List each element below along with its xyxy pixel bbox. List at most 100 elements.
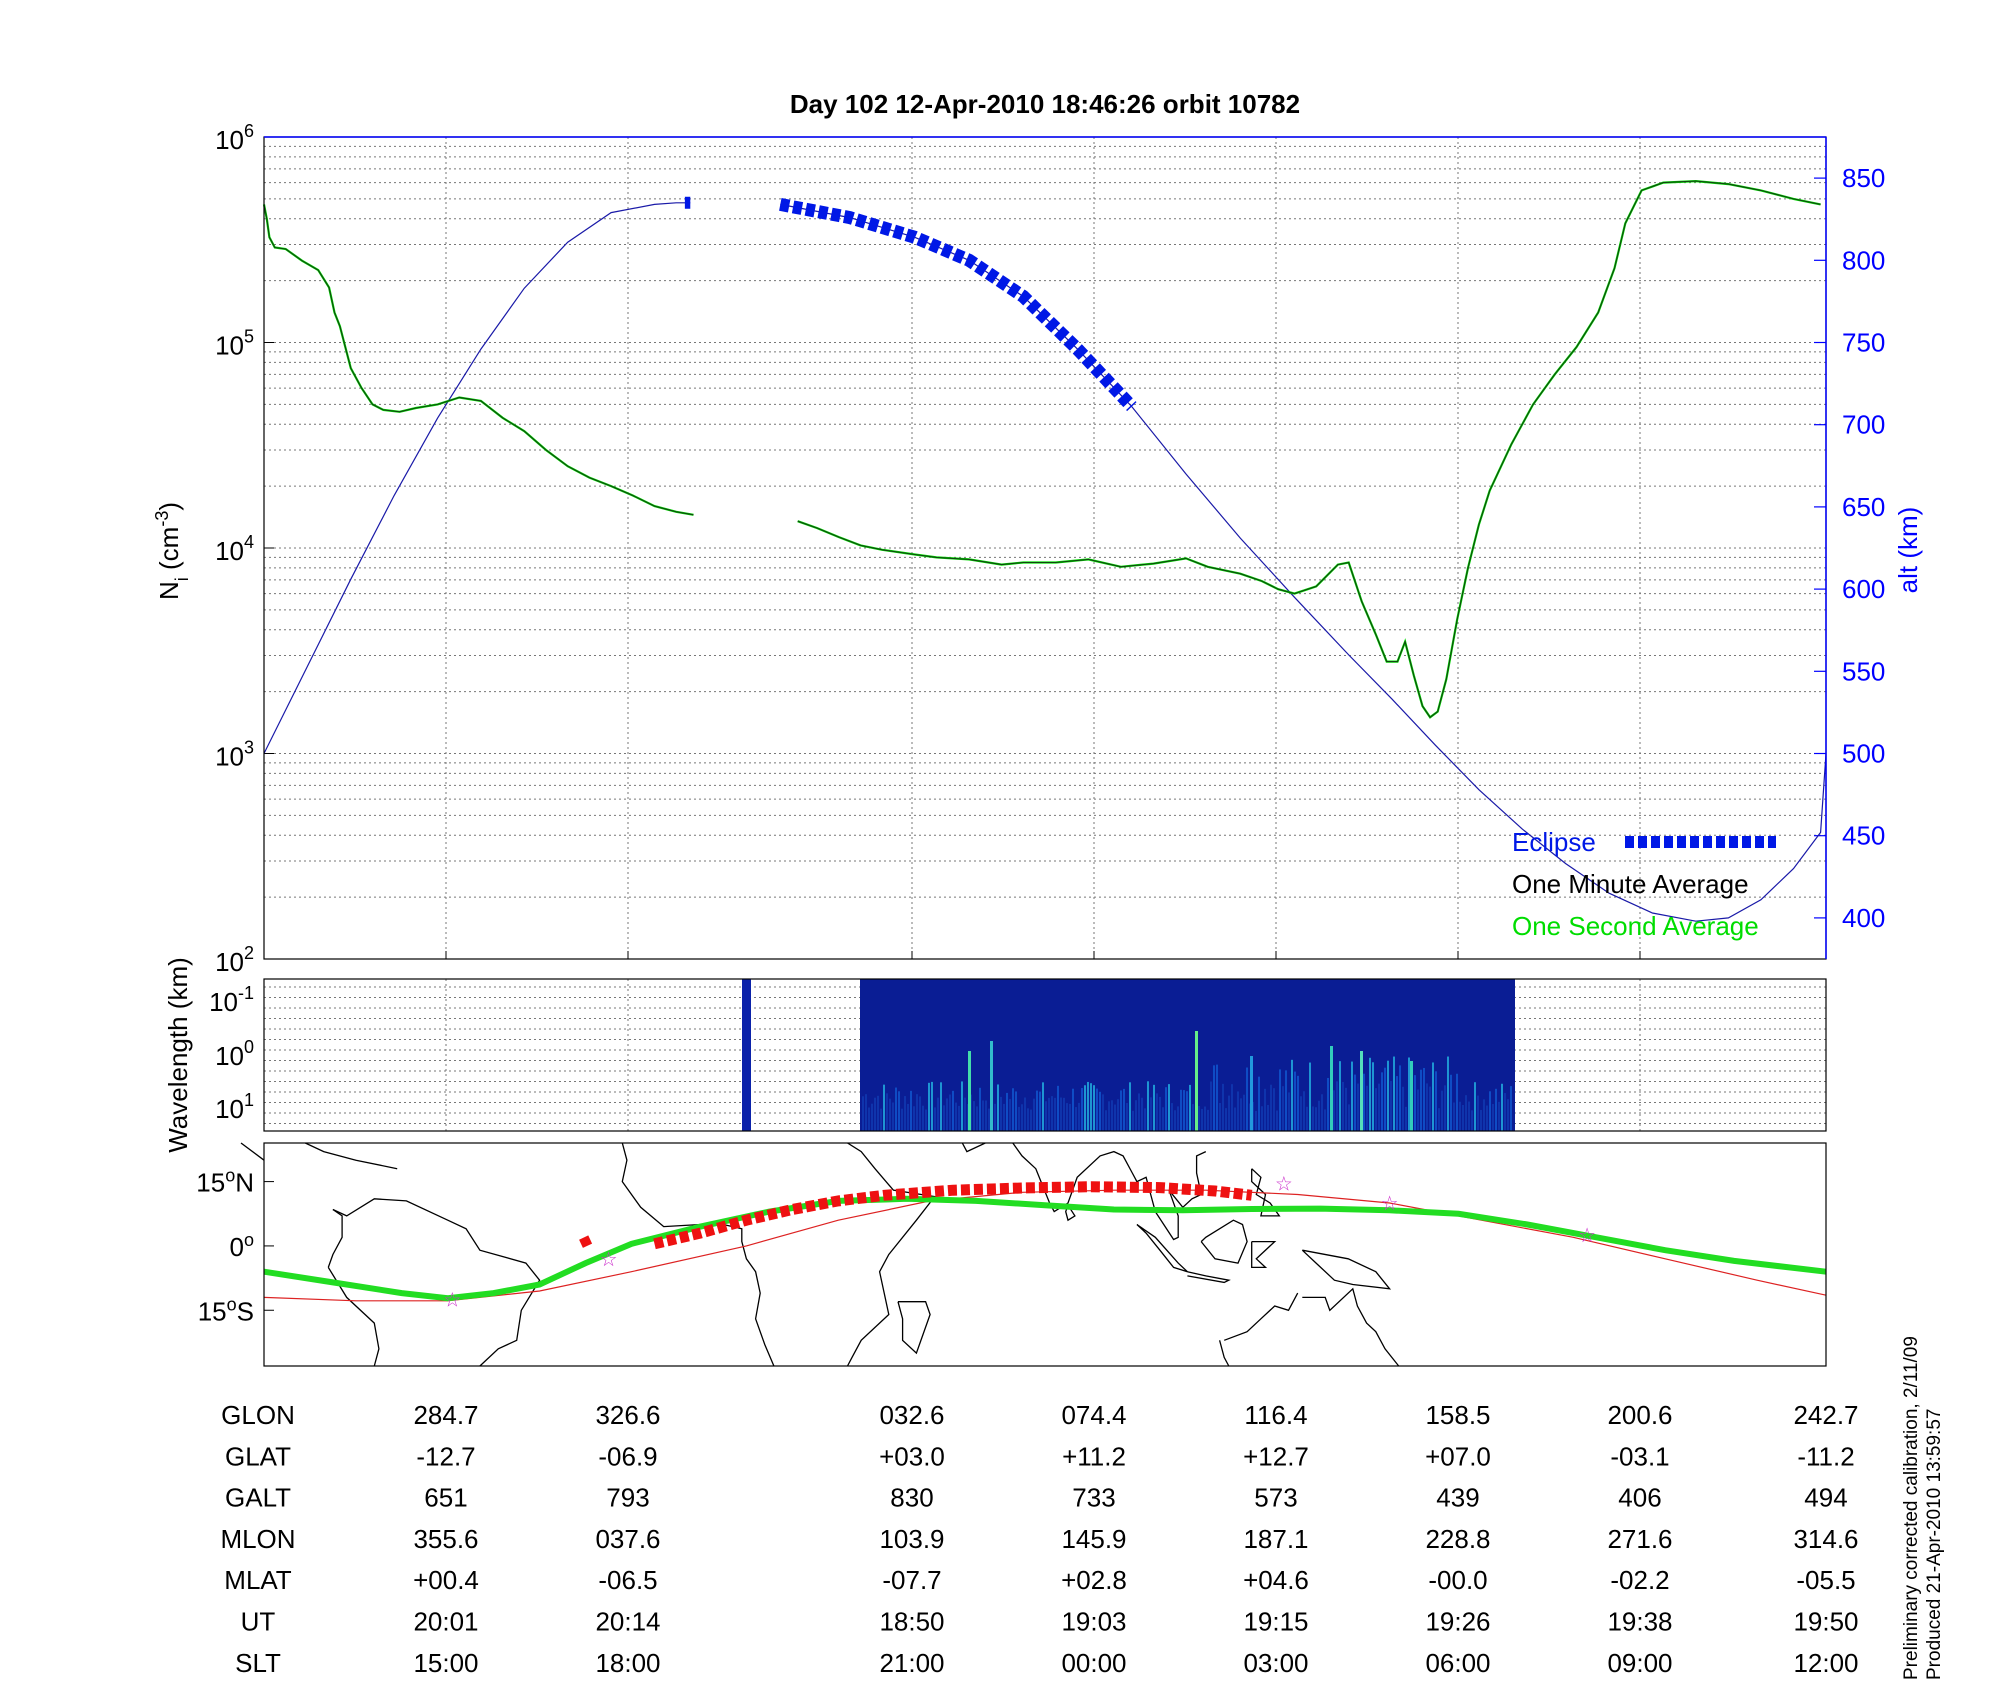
- coastline: [327, 1208, 343, 1268]
- spectrogram-stripe: [1303, 1091, 1305, 1131]
- spectrogram-stripe: [1366, 1085, 1368, 1131]
- spectrogram-stripe: [1459, 1101, 1461, 1131]
- spectrogram-stripe: [874, 1097, 876, 1131]
- spectrogram-stripe: [1510, 1086, 1512, 1131]
- spectrogram-frame: [263, 978, 1827, 1132]
- table-row-label: MLON: [220, 1524, 295, 1554]
- spectrogram-stripe: [1273, 1088, 1275, 1131]
- spectrogram-stripe: [1501, 1083, 1503, 1131]
- table-cell: +00.4: [413, 1565, 479, 1595]
- table-cell: 200.6: [1607, 1400, 1672, 1430]
- table-cell: -02.2: [1610, 1565, 1669, 1595]
- spectrogram-stripe: [1207, 1109, 1209, 1131]
- table-cell: -03.1: [1610, 1441, 1669, 1471]
- table-cell: 494: [1804, 1483, 1847, 1513]
- table-cell: 187.1: [1243, 1524, 1308, 1554]
- spectrogram-stripe: [1483, 1099, 1485, 1131]
- table-cell: 733: [1072, 1483, 1115, 1513]
- spectrogram-spike: [1360, 1051, 1363, 1131]
- spectrogram-stripe: [1354, 1074, 1356, 1131]
- spectrogram-stripe: [1405, 1106, 1407, 1131]
- spectrogram-stripe: [928, 1082, 930, 1131]
- spectrogram-stripe: [1126, 1102, 1128, 1131]
- table-cell: 20:14: [595, 1607, 660, 1637]
- spectrogram-stripe: [964, 1097, 966, 1131]
- spectrogram-stripe: [1477, 1095, 1479, 1131]
- spectrogram-stripe: [922, 1105, 924, 1131]
- spectrogram-stripe: [916, 1094, 918, 1131]
- spectrogram-stripe: [1507, 1099, 1509, 1131]
- spectrogram-stripe: [1063, 1097, 1065, 1131]
- spectrogram-stripe: [1168, 1084, 1170, 1131]
- spectrogram-stripe: [1462, 1104, 1464, 1131]
- spectrogram-stripe: [988, 1108, 990, 1131]
- wavelength-tick-label: 10-1: [209, 983, 254, 1017]
- table-cell: 651: [424, 1483, 467, 1513]
- spectrogram-stripe: [1426, 1083, 1428, 1131]
- table-cell: -07.7: [882, 1565, 941, 1595]
- coastline: [961, 1142, 986, 1153]
- spectrogram-stripe: [1378, 1083, 1380, 1131]
- spectrogram-stripe: [1090, 1083, 1092, 1131]
- spectrogram-stripe: [1087, 1081, 1089, 1131]
- spectrogram-stripe: [955, 1102, 957, 1131]
- density-lines: [262, 179, 1827, 922]
- spectrogram-stripe: [1216, 1064, 1218, 1131]
- spectrogram-stripe: [1441, 1090, 1443, 1131]
- spectrogram-stripe: [1138, 1093, 1140, 1131]
- spectrogram-stripe: [1327, 1077, 1329, 1131]
- spectrogram-stripe: [1399, 1065, 1401, 1131]
- spectrogram-stripe: [907, 1103, 909, 1131]
- spectrogram-stripe: [1201, 1108, 1203, 1131]
- spectrogram-stripe: [982, 1100, 984, 1131]
- spectrogram-stripe: [1039, 1091, 1041, 1131]
- spectrogram-stripe: [1264, 1088, 1266, 1131]
- coastline: [1301, 1249, 1392, 1290]
- spectrogram-stripe: [1132, 1110, 1134, 1131]
- spectrogram-stripe: [1489, 1091, 1491, 1131]
- spectrogram-stripe: [1363, 1073, 1365, 1131]
- spectrogram-stripe: [889, 1098, 891, 1131]
- table-row-label: GLAT: [225, 1441, 291, 1471]
- spectrogram-stripe: [1270, 1084, 1272, 1131]
- spectrogram-stripe: [1255, 1110, 1257, 1131]
- eclipse-track-stub: [579, 1235, 593, 1248]
- spectrogram-stripe: [1219, 1102, 1221, 1131]
- table-cell: -00.0: [1428, 1565, 1487, 1595]
- spectrogram-stripe: [1408, 1057, 1410, 1131]
- legend-second-label: One Second Average: [1512, 911, 1759, 941]
- spectrogram-stripe: [1147, 1081, 1149, 1131]
- spectrogram-stripe: [880, 1108, 882, 1131]
- spectrogram-stripe: [1078, 1102, 1080, 1131]
- legend: Eclipse One Minute Average One Second Av…: [1512, 827, 1776, 941]
- spectrogram-stripe: [1261, 1106, 1263, 1131]
- table-cell: 103.9: [879, 1524, 944, 1554]
- spectrogram-stripe: [1324, 1109, 1326, 1131]
- table-cell: +11.2: [1062, 1441, 1126, 1471]
- wavelength-tick-label: 100: [215, 1037, 254, 1071]
- table-cell: 19:38: [1607, 1607, 1672, 1637]
- spectrogram-stripe: [1159, 1096, 1161, 1131]
- spectrogram-stripe: [1105, 1110, 1107, 1131]
- spectrogram-stripe: [925, 1109, 927, 1131]
- spectrogram-stripe: [1000, 1096, 1002, 1131]
- spectrogram-stripe: [1282, 1086, 1284, 1131]
- one-minute-average-line: [797, 180, 1821, 719]
- spectrogram-stripe: [937, 1097, 939, 1131]
- spectrogram-stripe: [1009, 1098, 1011, 1131]
- spectrogram-stripe: [1135, 1100, 1137, 1131]
- spectrogram-stripe: [868, 1107, 870, 1131]
- spectrogram-stripe: [1393, 1056, 1395, 1131]
- spectrogram-stripe: [973, 1101, 975, 1131]
- position-star: ☆: [1381, 1193, 1399, 1215]
- spectrogram-stripe: [1444, 1085, 1446, 1131]
- spectrogram-stripe: [1243, 1094, 1245, 1131]
- table-cell: 573: [1254, 1483, 1297, 1513]
- altitude-tick-label: 500: [1842, 739, 1885, 769]
- spectrogram-stripe: [940, 1082, 942, 1131]
- spectrogram-stripe: [1171, 1103, 1173, 1131]
- spectrogram-stripe: [1006, 1092, 1008, 1131]
- spectrogram-stripe: [892, 1102, 894, 1131]
- table-cell: 406: [1618, 1483, 1661, 1513]
- spectrogram-stripe: [1210, 1081, 1212, 1131]
